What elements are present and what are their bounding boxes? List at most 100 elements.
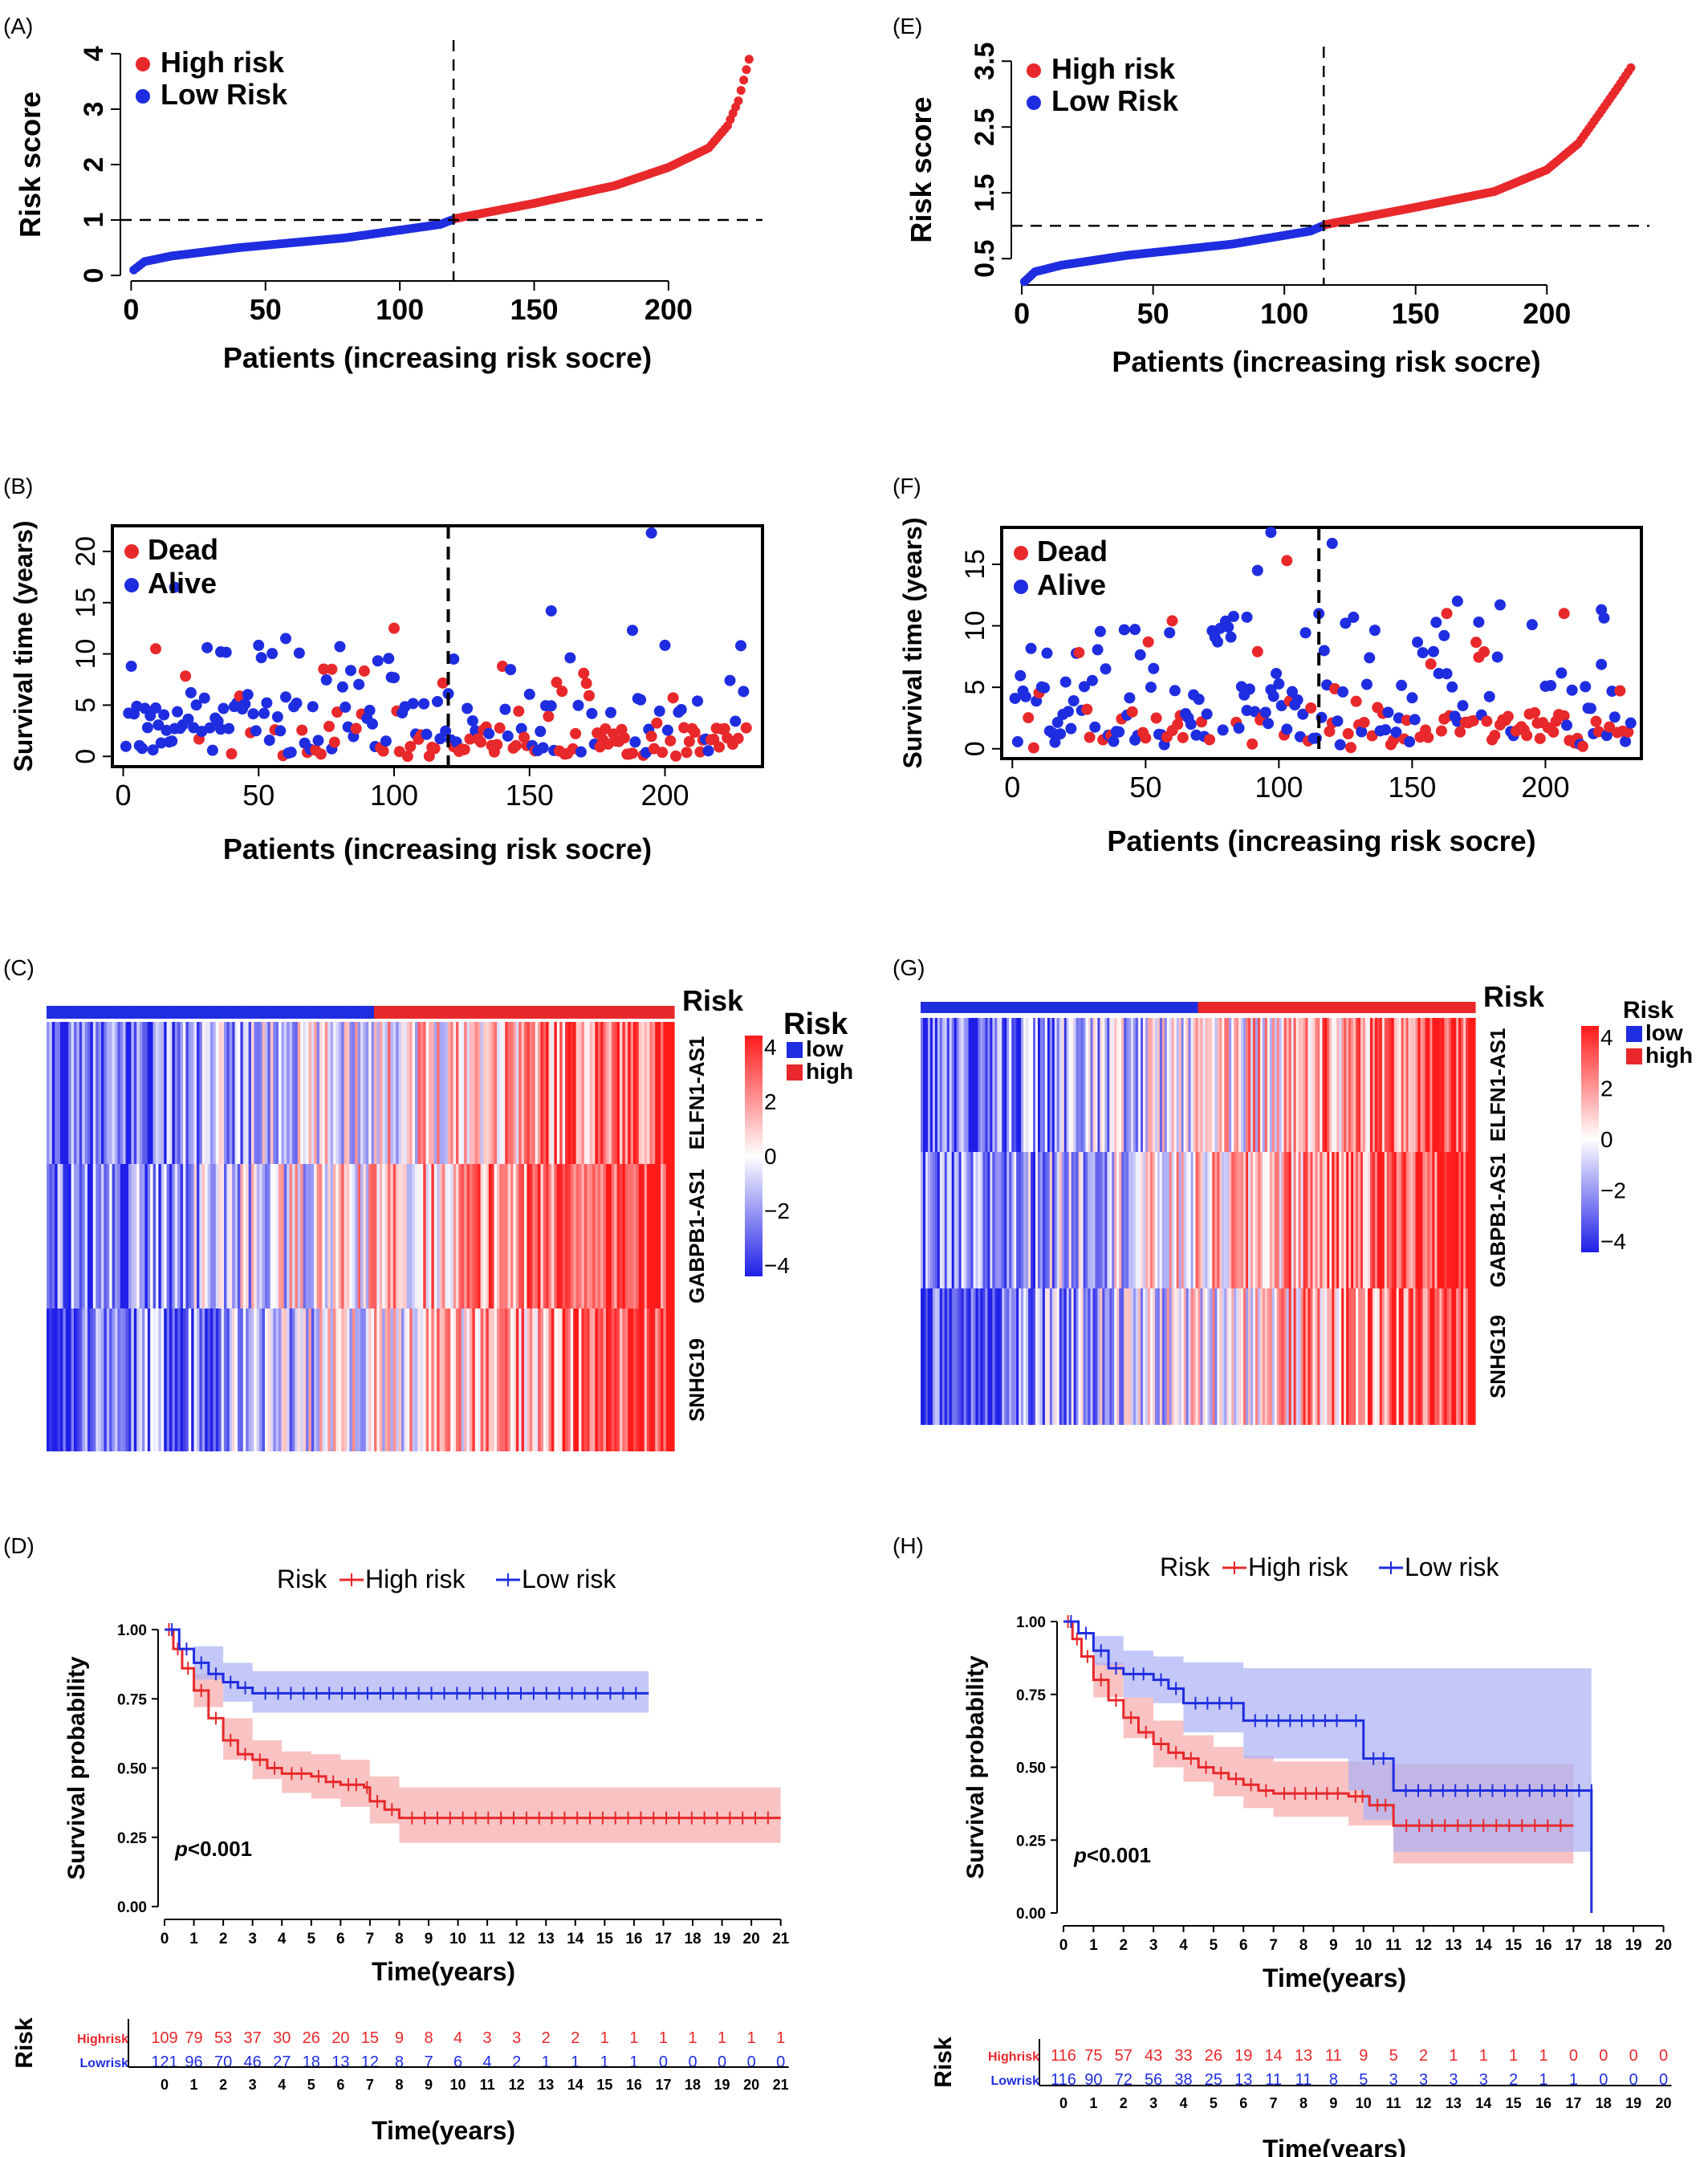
risk-table-tick-label: 20 xyxy=(1656,2095,1672,2111)
y-tick-label: 15 xyxy=(71,588,101,618)
heatmap-cell xyxy=(1152,1152,1156,1288)
heatmap-cell xyxy=(1145,1288,1149,1425)
alive-point xyxy=(1267,690,1279,702)
heatmap-cell xyxy=(431,1022,435,1164)
heatmap-cell xyxy=(1229,1152,1232,1288)
heatmap-cell xyxy=(283,1308,287,1451)
annotation-high xyxy=(524,1006,527,1019)
annotation-low xyxy=(1039,1002,1043,1013)
dead-point xyxy=(670,750,681,762)
annotation-low xyxy=(147,1006,151,1019)
risk-count: 9 xyxy=(395,2029,404,2047)
heatmap-cell xyxy=(1056,1288,1060,1425)
heatmap-cell xyxy=(554,1308,558,1451)
dead-point xyxy=(1576,740,1588,752)
heatmap-cell xyxy=(927,1018,931,1152)
heatmap-cell xyxy=(384,1164,388,1308)
heatmap-cell xyxy=(657,1308,661,1451)
heatmap-cell xyxy=(341,1022,345,1164)
heatmap-cell xyxy=(538,1308,541,1451)
annotation-title: Risk xyxy=(1483,980,1545,1013)
y-tick-label: 0 xyxy=(71,749,101,764)
annotation-low xyxy=(174,1006,178,1019)
dead-point xyxy=(1177,731,1189,743)
annotation-high xyxy=(1391,1002,1395,1013)
risk-count: 1 xyxy=(1509,2047,1518,2065)
heatmap-cell xyxy=(1262,1288,1266,1425)
annotation-high xyxy=(611,1006,615,1019)
heatmap-cell xyxy=(1229,1288,1232,1425)
heatmap-cell xyxy=(1468,1152,1471,1288)
dead-point xyxy=(732,732,744,744)
risk-table-tick-label: 3 xyxy=(249,2077,257,2093)
annotation-low xyxy=(1104,1002,1108,1013)
heatmap-cell xyxy=(142,1308,145,1451)
annotation-low xyxy=(1176,1002,1180,1013)
legend-title: Risk xyxy=(1623,997,1674,1024)
legend-marker xyxy=(1027,63,1041,78)
heatmap-cell xyxy=(963,1152,967,1288)
alive-point xyxy=(201,641,214,653)
alive-point xyxy=(515,722,527,735)
heatmap-cell xyxy=(1334,1018,1337,1152)
heatmap-cell xyxy=(1353,1152,1356,1288)
heatmap-cell xyxy=(1224,1288,1227,1425)
heatmap-cell xyxy=(1298,1288,1302,1425)
heatmap-cell xyxy=(1374,1018,1378,1152)
heatmap-cell xyxy=(74,1308,77,1451)
heatmap-cell xyxy=(139,1022,143,1164)
annotation-low xyxy=(1032,1002,1036,1013)
annotation-high xyxy=(652,1006,656,1019)
heatmap-cell xyxy=(450,1308,454,1451)
heatmap-cell xyxy=(104,1308,108,1451)
heatmap-cell xyxy=(1259,1018,1263,1152)
heatmap-cell xyxy=(324,1164,328,1308)
alive-point xyxy=(280,633,291,645)
annotation-high xyxy=(384,1006,388,1019)
risk-table-tick-label: 0 xyxy=(161,2077,169,2093)
heatmap-cell xyxy=(538,1022,541,1164)
dead-point xyxy=(1140,732,1152,744)
heatmap-cell xyxy=(1291,1018,1295,1152)
risk-table-tick-label: 2 xyxy=(219,2077,227,2093)
heatmap-cell xyxy=(1324,1152,1328,1288)
heatmap-cell xyxy=(1231,1288,1234,1425)
heatmap-cell xyxy=(152,1022,157,1164)
risk-count: 8 xyxy=(424,2029,433,2047)
risk-count: 3 xyxy=(1389,2071,1398,2089)
heatmap-cell xyxy=(630,1164,634,1308)
heatmap-cell xyxy=(1016,1288,1019,1425)
heatmap-cell xyxy=(445,1164,449,1308)
alive-point xyxy=(629,736,641,748)
annotation-low xyxy=(1183,1002,1187,1013)
annotation-high xyxy=(1200,1002,1204,1013)
heatmap-cell xyxy=(540,1022,544,1164)
risk-count: 11 xyxy=(1295,2071,1312,2089)
annotation-high xyxy=(423,1006,427,1019)
alive-point xyxy=(215,646,226,658)
alive-point xyxy=(1227,610,1239,622)
heatmap-cell xyxy=(630,1022,634,1164)
heatmap-cell xyxy=(324,1022,328,1164)
risk-count: 1 xyxy=(600,2029,609,2047)
heatmap-cell xyxy=(1427,1018,1431,1152)
heatmap-cell xyxy=(649,1022,653,1164)
risk-table-tick-label: 9 xyxy=(1329,2095,1337,2111)
annotation-low xyxy=(74,1006,77,1019)
x-tick-label: 150 xyxy=(510,293,558,326)
annotation-low xyxy=(927,1002,931,1013)
dead-point xyxy=(1467,714,1479,726)
annotation-low xyxy=(1047,1002,1051,1013)
y-tick-label: 0.50 xyxy=(117,1761,147,1778)
heatmap-cell xyxy=(90,1308,94,1451)
alive-point xyxy=(1059,676,1072,688)
heatmap-cell xyxy=(603,1164,607,1308)
heatmap-cell xyxy=(1364,1152,1368,1288)
alive-point xyxy=(1446,681,1458,693)
heatmap-cell xyxy=(1360,1152,1364,1288)
annotation-low xyxy=(941,1002,946,1013)
dead-point xyxy=(388,622,400,634)
heatmap-cell xyxy=(1353,1288,1356,1425)
risk-table: Highrisk 109 79 53 37 30 26 20 15 9 8 4 3 3 2 2 1 1 1 1 1 1 1L… xyxy=(11,2017,789,2145)
